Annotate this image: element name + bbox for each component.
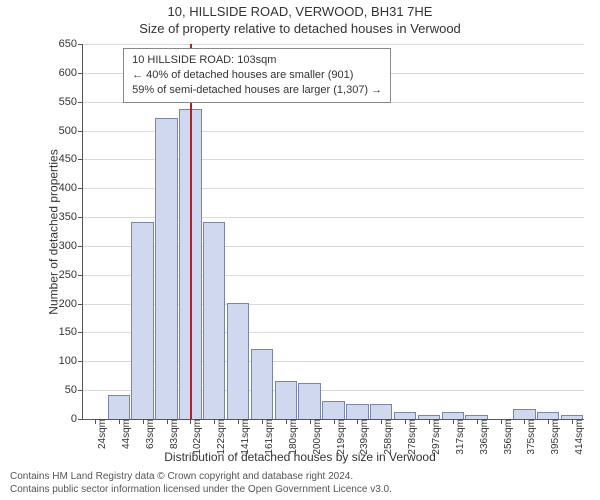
x-tick-label: 219sqm (330, 419, 347, 455)
histogram-bar (513, 409, 535, 419)
x-tick-label: 63sqm (139, 419, 156, 449)
histogram-bar (203, 222, 225, 419)
y-tick-label: 150 (59, 326, 83, 338)
x-tick-label: 83sqm (163, 419, 180, 449)
x-tick-label: 200sqm (306, 419, 323, 455)
y-tick-label: 100 (59, 355, 83, 367)
y-tick-label: 500 (59, 125, 83, 137)
histogram-bar (322, 401, 344, 419)
y-tick-label: 250 (59, 269, 83, 281)
callout-line: 59% of semi-detached houses are larger (… (132, 83, 382, 98)
bar-slot: 375sqm (512, 44, 536, 419)
y-tick-label: 450 (59, 153, 83, 165)
y-tick-label: 50 (65, 384, 83, 396)
y-tick-label: 200 (59, 298, 83, 310)
bar-slot: 356sqm (489, 44, 513, 419)
x-tick-label: 317sqm (449, 419, 466, 455)
bar-slot: 278sqm (393, 44, 417, 419)
y-tick-label: 600 (59, 67, 83, 79)
x-tick-label: 278sqm (401, 419, 418, 455)
x-tick-label: 122sqm (210, 419, 227, 455)
histogram-bar (108, 395, 130, 419)
histogram-bar (346, 404, 368, 419)
histogram-bar (442, 412, 464, 419)
x-tick-label: 258sqm (377, 419, 394, 455)
y-tick-label: 0 (71, 413, 83, 425)
x-tick-label: 395sqm (544, 419, 561, 455)
plot-area: 24sqm44sqm63sqm83sqm102sqm122sqm141sqm16… (82, 44, 584, 420)
x-tick-label: 102sqm (186, 419, 203, 455)
x-tick-label: 297sqm (425, 419, 442, 455)
highlight-callout: 10 HILLSIDE ROAD: 103sqm← 40% of detache… (123, 48, 391, 103)
x-tick-label: 44sqm (115, 419, 132, 449)
histogram-bar (298, 383, 320, 419)
x-tick-label: 161sqm (258, 419, 275, 455)
y-tick-label: 350 (59, 211, 83, 223)
bar-slot: 395sqm (536, 44, 560, 419)
y-tick-label: 300 (59, 240, 83, 252)
histogram-bar (275, 381, 297, 420)
title-line-1: 10, HILLSIDE ROAD, VERWOOD, BH31 7HE (0, 4, 600, 19)
bar-slot: 297sqm (417, 44, 441, 419)
x-tick-label: 141sqm (234, 419, 251, 455)
attribution-line-1: Contains HM Land Registry data © Crown c… (10, 470, 590, 483)
attribution-line-2: Contains public sector information licen… (10, 483, 590, 496)
y-tick-label: 650 (59, 38, 83, 50)
bar-slot: 414sqm (560, 44, 584, 419)
callout-line: ← 40% of detached houses are smaller (90… (132, 68, 382, 83)
histogram-bar (394, 412, 416, 419)
histogram-bar (155, 118, 177, 419)
x-tick-label: 356sqm (497, 419, 514, 455)
x-tick-label: 239sqm (353, 419, 370, 455)
attribution: Contains HM Land Registry data © Crown c… (10, 470, 590, 496)
bar-slot: 24sqm (83, 44, 107, 419)
y-tick-label: 550 (59, 96, 83, 108)
histogram-bar (131, 222, 153, 419)
histogram-bar (227, 303, 249, 419)
histogram-bar (251, 349, 273, 419)
chart-area: Number of detached properties 24sqm44sqm… (38, 44, 590, 420)
bar-slot: 317sqm (441, 44, 465, 419)
callout-line: 10 HILLSIDE ROAD: 103sqm (132, 53, 382, 68)
title-line-2: Size of property relative to detached ho… (0, 21, 600, 36)
x-tick-label: 336sqm (473, 419, 490, 455)
x-tick-label: 375sqm (520, 419, 537, 455)
histogram-bar (537, 412, 559, 419)
bar-slot: 336sqm (465, 44, 489, 419)
y-axis-label-text: Number of detached properties (47, 149, 61, 314)
y-tick-label: 400 (59, 182, 83, 194)
x-tick-label: 414sqm (568, 419, 585, 455)
histogram-bar (370, 404, 392, 419)
x-tick-label: 180sqm (282, 419, 299, 455)
x-tick-label: 24sqm (91, 419, 108, 449)
